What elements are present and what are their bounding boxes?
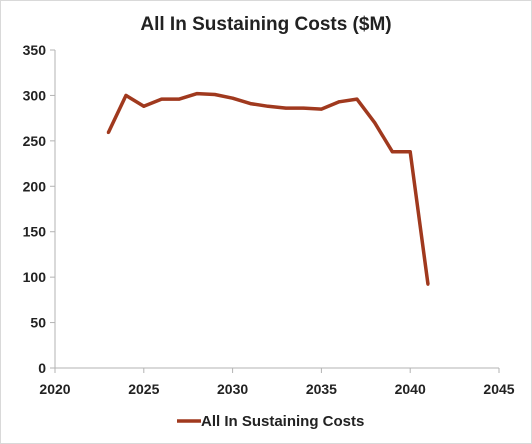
data-point bbox=[302, 106, 306, 110]
y-tick-label: 50 bbox=[30, 315, 46, 331]
data-point bbox=[319, 107, 323, 111]
data-point bbox=[160, 97, 164, 101]
y-tick-label: 0 bbox=[38, 360, 46, 376]
data-point bbox=[355, 97, 359, 101]
y-tick-label: 100 bbox=[23, 269, 47, 285]
data-point bbox=[106, 131, 110, 135]
y-tick-label: 200 bbox=[23, 178, 47, 194]
axes: 0 50 100 150 200 250 300 350 2020 2025 2030 2035 204… bbox=[23, 42, 515, 397]
series-line bbox=[106, 91, 430, 285]
y-tick-label: 250 bbox=[23, 133, 47, 149]
y-tick-label: 350 bbox=[23, 42, 47, 58]
data-point bbox=[337, 100, 341, 104]
data-point bbox=[142, 104, 146, 108]
x-tick-label: 2040 bbox=[395, 381, 426, 397]
x-tick-label: 2030 bbox=[217, 381, 248, 397]
data-point bbox=[231, 96, 235, 100]
chart-title: All In Sustaining Costs ($M) bbox=[140, 14, 391, 35]
data-point bbox=[373, 121, 377, 125]
data-point bbox=[426, 282, 430, 286]
x-tick-label: 2035 bbox=[306, 381, 337, 397]
plot-area bbox=[106, 91, 430, 286]
data-point bbox=[284, 106, 288, 110]
x-tick-label: 2045 bbox=[483, 381, 514, 397]
data-point bbox=[213, 93, 217, 97]
x-tick-label: 2020 bbox=[39, 381, 70, 397]
data-point bbox=[390, 150, 394, 154]
data-point bbox=[408, 150, 412, 154]
x-tick-label: 2025 bbox=[128, 381, 159, 397]
data-point bbox=[124, 93, 128, 97]
data-point bbox=[266, 104, 270, 108]
y-tick-label: 300 bbox=[23, 87, 47, 103]
data-point bbox=[195, 92, 199, 96]
legend: All In Sustaining Costs bbox=[177, 413, 364, 430]
data-point bbox=[177, 97, 181, 101]
legend-label: All In Sustaining Costs bbox=[201, 413, 364, 430]
y-tick-label: 150 bbox=[23, 224, 47, 240]
data-point bbox=[248, 102, 252, 106]
